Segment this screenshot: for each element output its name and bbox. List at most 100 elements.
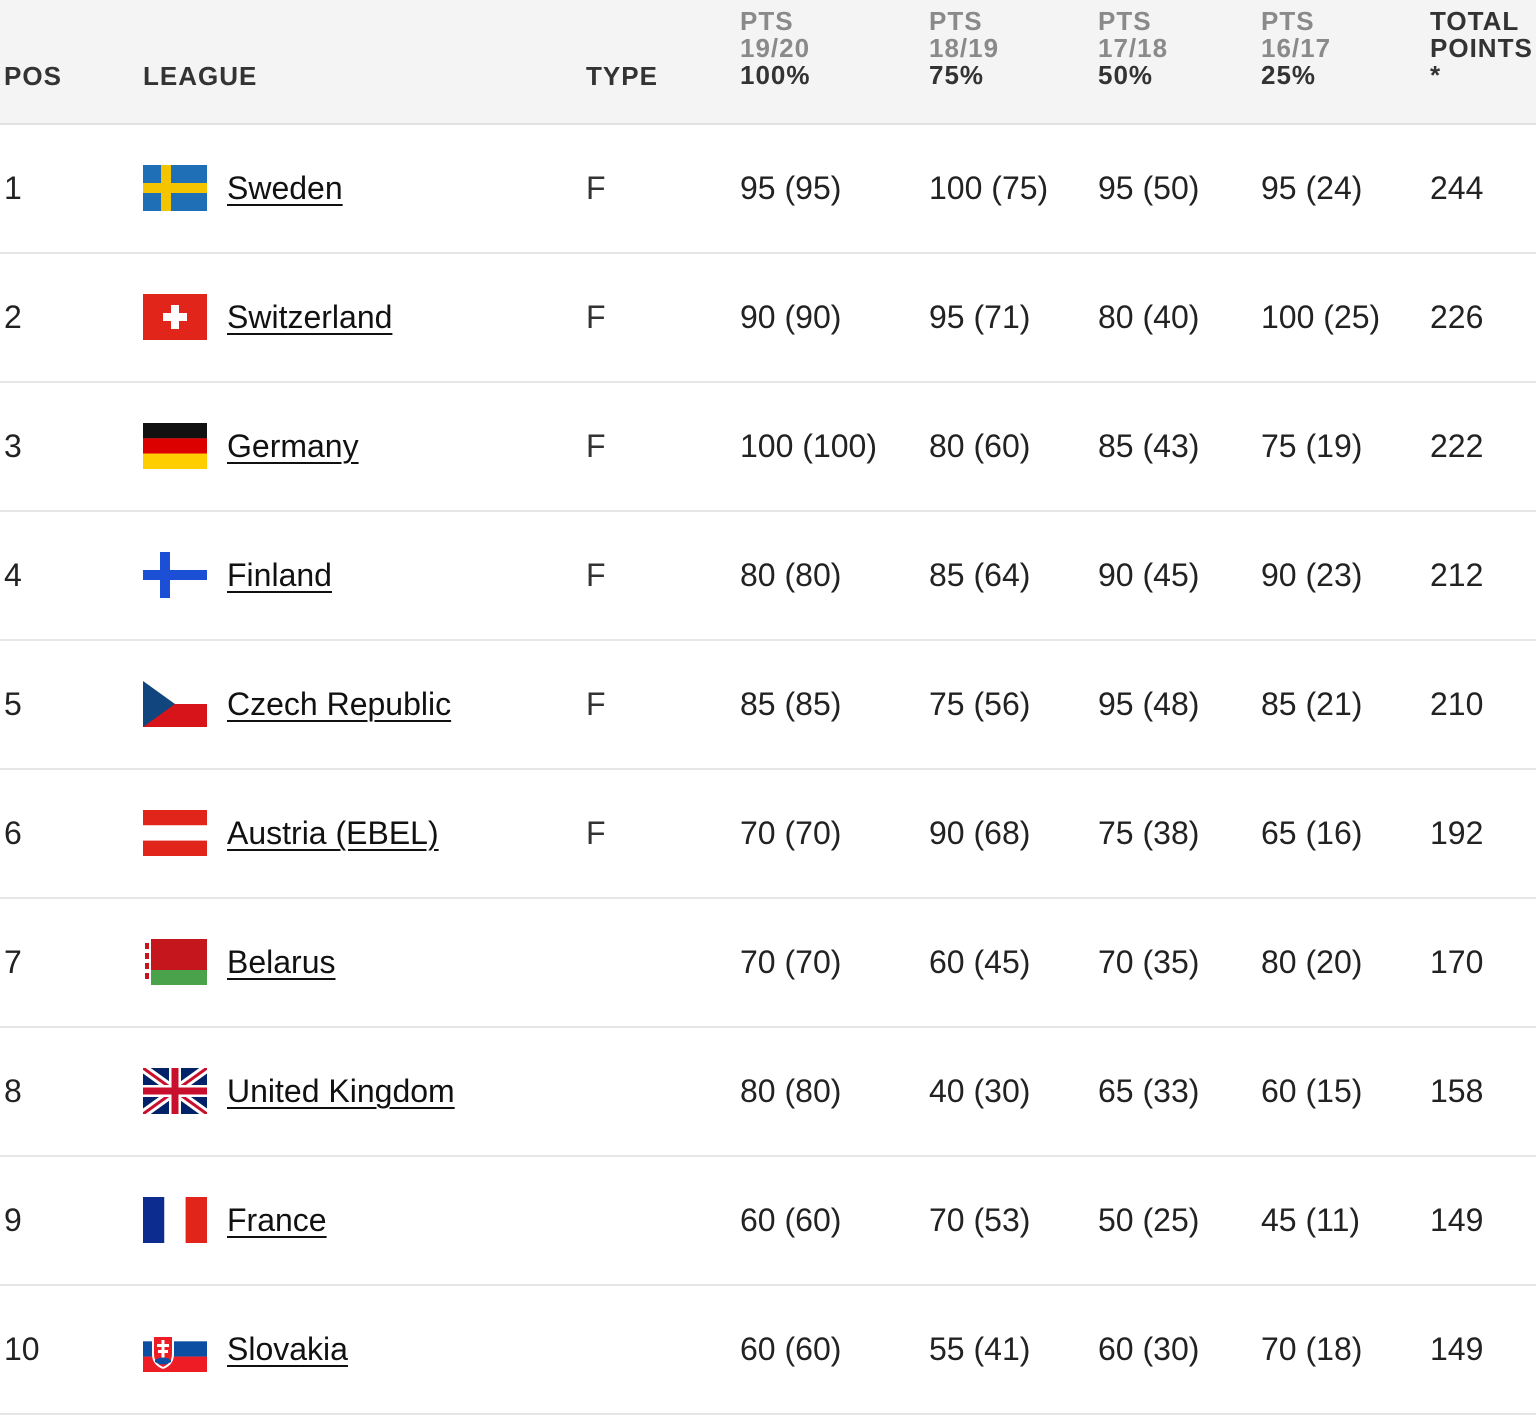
header-season: 16/17 bbox=[1261, 33, 1332, 63]
header-league[interactable]: LEAGUE bbox=[143, 61, 258, 91]
total-points-cell: 170 bbox=[1430, 944, 1484, 980]
league-link[interactable]: Sweden bbox=[227, 170, 343, 206]
header-season: 19/20 bbox=[740, 33, 811, 63]
position-cell: 7 bbox=[4, 944, 22, 980]
total-points-cell: 149 bbox=[1430, 1331, 1484, 1367]
header-pts-label: PTS bbox=[740, 6, 794, 36]
austria-flag-icon bbox=[143, 810, 207, 856]
header-weight: 50% bbox=[1098, 60, 1154, 90]
header-total-points[interactable]: TOTAL POINTS * bbox=[1430, 8, 1533, 89]
table-row: 3 Germany F 100 (100) 80 (60) 85 (43) 75 (19) 2… bbox=[0, 383, 1536, 512]
table-row: 10 Slovakia 60 (60) 55 (41) 60 (30) 70 (18) 14… bbox=[0, 1286, 1536, 1415]
league-link[interactable]: Germany bbox=[227, 428, 359, 464]
pts-18-19-cell: 40 (30) bbox=[929, 1073, 1031, 1109]
slovakia-flag-icon bbox=[143, 1326, 207, 1372]
czech-flag-icon bbox=[143, 681, 207, 727]
header-pts-label: PTS bbox=[929, 6, 983, 36]
position-cell: 9 bbox=[4, 1202, 22, 1238]
position-cell: 5 bbox=[4, 686, 22, 722]
header-pts-16-17[interactable]: PTS 16/17 25% bbox=[1261, 8, 1331, 89]
pts-18-19-cell: 75 (56) bbox=[929, 686, 1031, 722]
pts-17-18-cell: 95 (48) bbox=[1098, 686, 1200, 722]
pts-18-19-cell: 55 (41) bbox=[929, 1331, 1031, 1367]
pts-17-18-cell: 65 (33) bbox=[1098, 1073, 1200, 1109]
sweden-flag-icon bbox=[143, 165, 207, 211]
pts-17-18-cell: 90 (45) bbox=[1098, 557, 1200, 593]
type-cell: F bbox=[586, 299, 606, 335]
position-cell: 10 bbox=[4, 1331, 40, 1367]
header-total-label: TOTAL bbox=[1430, 6, 1520, 36]
pts-19-20-cell: 80 (80) bbox=[740, 1073, 842, 1109]
table-row: 5 Czech Republic F 85 (85) 75 (56) 95 (48) 85 … bbox=[0, 641, 1536, 770]
league-link[interactable]: Finland bbox=[227, 557, 332, 593]
pts-17-18-cell: 95 (50) bbox=[1098, 170, 1200, 206]
header-pts-17-18[interactable]: PTS 17/18 50% bbox=[1098, 8, 1168, 89]
league-link[interactable]: Czech Republic bbox=[227, 686, 452, 722]
pts-18-19-cell: 80 (60) bbox=[929, 428, 1031, 464]
total-points-cell: 226 bbox=[1430, 299, 1484, 335]
total-points-cell: 244 bbox=[1430, 170, 1484, 206]
table-row: 8 United Kingdom 80 (80) 40 (30) 65 (33) 60 (… bbox=[0, 1028, 1536, 1157]
league-link[interactable]: Switzerland bbox=[227, 299, 393, 335]
header-pts-18-19[interactable]: PTS 18/19 75% bbox=[929, 8, 999, 89]
header-weight: 100% bbox=[740, 60, 811, 90]
header-pts-19-20[interactable]: PTS 19/20 100% bbox=[740, 8, 811, 89]
pts-16-17-cell: 100 (25) bbox=[1261, 299, 1381, 335]
germany-flag-icon bbox=[143, 423, 207, 469]
pts-19-20-cell: 100 (100) bbox=[740, 428, 877, 464]
position-cell: 3 bbox=[4, 428, 22, 464]
total-points-cell: 149 bbox=[1430, 1202, 1484, 1238]
position-cell: 8 bbox=[4, 1073, 22, 1109]
total-points-cell: 210 bbox=[1430, 686, 1484, 722]
pts-18-19-cell: 100 (75) bbox=[929, 170, 1049, 206]
switzerland-flag-icon bbox=[143, 294, 207, 340]
pts-19-20-cell: 85 (85) bbox=[740, 686, 842, 722]
pts-16-17-cell: 60 (15) bbox=[1261, 1073, 1363, 1109]
pts-16-17-cell: 90 (23) bbox=[1261, 557, 1363, 593]
pts-17-18-cell: 60 (30) bbox=[1098, 1331, 1200, 1367]
header-weight: 25% bbox=[1261, 60, 1317, 90]
league-link[interactable]: United Kingdom bbox=[227, 1073, 455, 1109]
table-row: 2 Switzerland F 90 (90) 95 (71) 80 (40) 100 (2… bbox=[0, 254, 1536, 383]
pts-16-17-cell: 45 (11) bbox=[1261, 1202, 1361, 1238]
header-pos[interactable]: POS bbox=[4, 61, 62, 91]
type-cell: F bbox=[586, 686, 606, 722]
pts-19-20-cell: 60 (60) bbox=[740, 1202, 842, 1238]
header-pts-label: PTS bbox=[1098, 6, 1152, 36]
pts-19-20-cell: 95 (95) bbox=[740, 170, 842, 206]
pts-19-20-cell: 90 (90) bbox=[740, 299, 842, 335]
position-cell: 1 bbox=[4, 170, 22, 206]
table-row: 4 Finland F 80 (80) 85 (64) 90 (45) 90 (23) 212 bbox=[0, 512, 1536, 641]
league-link[interactable]: Slovakia bbox=[227, 1331, 348, 1367]
position-cell: 4 bbox=[4, 557, 22, 593]
pts-19-20-cell: 70 (70) bbox=[740, 815, 842, 851]
pts-19-20-cell: 80 (80) bbox=[740, 557, 842, 593]
total-points-cell: 212 bbox=[1430, 557, 1484, 593]
pts-17-18-cell: 50 (25) bbox=[1098, 1202, 1200, 1238]
pts-19-20-cell: 60 (60) bbox=[740, 1331, 842, 1367]
league-link[interactable]: Austria (EBEL) bbox=[227, 815, 439, 851]
league-link[interactable]: Belarus bbox=[227, 944, 336, 980]
pts-16-17-cell: 95 (24) bbox=[1261, 170, 1363, 206]
uk-flag-icon bbox=[143, 1068, 207, 1114]
pts-18-19-cell: 90 (68) bbox=[929, 815, 1031, 851]
finland-flag-icon bbox=[143, 552, 207, 598]
pts-16-17-cell: 85 (21) bbox=[1261, 686, 1363, 722]
league-link[interactable]: France bbox=[227, 1202, 327, 1238]
table-row: 1 Sweden F 95 (95) 100 (75) 95 (50) 95 (24) 244 bbox=[0, 125, 1536, 254]
pts-19-20-cell: 70 (70) bbox=[740, 944, 842, 980]
pts-18-19-cell: 70 (53) bbox=[929, 1202, 1031, 1238]
header-type[interactable]: TYPE bbox=[586, 61, 658, 91]
table-body: 1 Sweden F 95 (95) 100 (75) 95 (50) 95 (24) 244… bbox=[0, 125, 1536, 1415]
header-total-label-2: POINTS bbox=[1430, 33, 1533, 63]
header-season: 17/18 bbox=[1098, 33, 1169, 63]
pts-17-18-cell: 85 (43) bbox=[1098, 428, 1200, 464]
type-cell: F bbox=[586, 170, 606, 206]
table-row: 7 Belarus 70 (70) 60 (45) 70 (35) 80 (20) 170 bbox=[0, 899, 1536, 1028]
type-cell: F bbox=[586, 428, 606, 464]
pts-16-17-cell: 70 (18) bbox=[1261, 1331, 1363, 1367]
total-points-cell: 192 bbox=[1430, 815, 1484, 851]
table-row: 6 Austria (EBEL) F 70 (70) 90 (68) 75 (38) 65 … bbox=[0, 770, 1536, 899]
total-points-cell: 222 bbox=[1430, 428, 1484, 464]
type-cell: F bbox=[586, 557, 606, 593]
